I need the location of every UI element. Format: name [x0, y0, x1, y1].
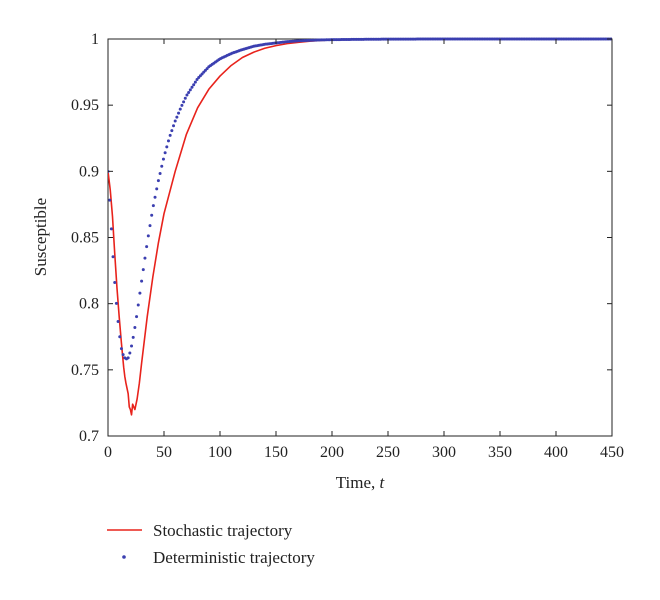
- x-tick-label: 200: [320, 444, 344, 461]
- y-axis-label: Susceptible: [31, 198, 50, 276]
- series-stochastic-line: [108, 38, 612, 416]
- deterministic-point: [114, 301, 118, 305]
- y-tick-label: 1: [91, 31, 99, 48]
- deterministic-point: [109, 227, 113, 231]
- deterministic-point: [158, 171, 162, 175]
- deterministic-point: [148, 224, 152, 228]
- x-tick-label: 50: [156, 444, 172, 461]
- deterministic-point: [180, 103, 184, 107]
- deterministic-point: [141, 268, 145, 272]
- deterministic-point: [173, 119, 177, 123]
- legend-label-stochastic: Stochastic trajectory: [153, 521, 293, 540]
- y-tick-label: 0.7: [79, 428, 99, 445]
- deterministic-point: [172, 124, 176, 128]
- deterministic-point: [118, 335, 122, 339]
- x-tick-label: 300: [432, 444, 456, 461]
- deterministic-point: [168, 133, 172, 137]
- deterministic-point: [146, 234, 150, 238]
- y-tick-label: 0.9: [79, 163, 99, 180]
- deterministic-point: [140, 279, 144, 283]
- x-tick-label: 350: [488, 444, 512, 461]
- deterministic-point: [185, 93, 189, 97]
- deterministic-point: [193, 80, 197, 84]
- plot-frame: [107, 38, 613, 437]
- deterministic-point: [166, 139, 170, 143]
- deterministic-point: [150, 213, 154, 217]
- deterministic-point: [190, 85, 194, 89]
- deterministic-point: [133, 325, 137, 329]
- deterministic-point: [163, 151, 167, 155]
- deterministic-point: [151, 204, 155, 208]
- x-axis-label-prefix: Time,: [336, 473, 380, 492]
- deterministic-point: [188, 88, 192, 92]
- axis-ticks: 0 50 100 150 200 250 300 350 400 450 0.7 0.75 0.8 0.8…: [71, 31, 624, 461]
- x-tick-label: 250: [376, 444, 400, 461]
- deterministic-point: [126, 356, 130, 360]
- y-tick-label: 0.75: [71, 362, 99, 379]
- x-axis-label: Time, t: [336, 473, 386, 492]
- deterministic-point: [138, 291, 142, 295]
- y-tick-label: 0.8: [79, 296, 99, 313]
- deterministic-point: [182, 100, 186, 104]
- y-tick-label: 0.85: [71, 230, 99, 247]
- deterministic-point: [116, 320, 120, 324]
- deterministic-point: [119, 347, 123, 351]
- deterministic-point: [130, 344, 134, 348]
- deterministic-point: [183, 96, 187, 100]
- deterministic-point: [111, 255, 115, 259]
- deterministic-point: [153, 195, 157, 199]
- deterministic-point: [192, 83, 196, 87]
- deterministic-point: [195, 78, 199, 82]
- deterministic-point: [135, 315, 139, 319]
- deterministic-point: [161, 157, 165, 161]
- deterministic-point: [156, 179, 160, 183]
- deterministic-point: [121, 353, 125, 357]
- deterministic-point: [143, 256, 147, 260]
- deterministic-point: [165, 145, 169, 149]
- deterministic-point: [113, 280, 117, 284]
- deterministic-point: [170, 129, 174, 133]
- deterministic-point: [128, 351, 132, 355]
- x-axis-label-variable: t: [380, 473, 386, 492]
- legend-label-deterministic: Deterministic trajectory: [153, 548, 315, 567]
- deterministic-point: [187, 90, 191, 94]
- series-deterministic-dots: [108, 37, 612, 361]
- legend: Stochastic trajectory Deterministic traj…: [107, 521, 315, 567]
- x-tick-label: 150: [264, 444, 288, 461]
- y-tick-label: 0.95: [71, 97, 99, 114]
- deterministic-point: [178, 107, 182, 111]
- deterministic-point: [108, 198, 112, 202]
- plot-area: [107, 37, 613, 437]
- x-tick-label: 400: [544, 444, 568, 461]
- deterministic-point: [177, 111, 181, 115]
- deterministic-point: [155, 187, 159, 191]
- deterministic-point: [160, 164, 164, 168]
- deterministic-point: [145, 245, 149, 249]
- x-tick-label: 450: [600, 444, 624, 461]
- deterministic-point: [175, 115, 179, 119]
- x-tick-label: 0: [104, 444, 112, 461]
- deterministic-point: [131, 335, 135, 339]
- x-tick-label: 100: [208, 444, 232, 461]
- legend-dot-deterministic: [122, 555, 126, 559]
- deterministic-point: [136, 303, 140, 307]
